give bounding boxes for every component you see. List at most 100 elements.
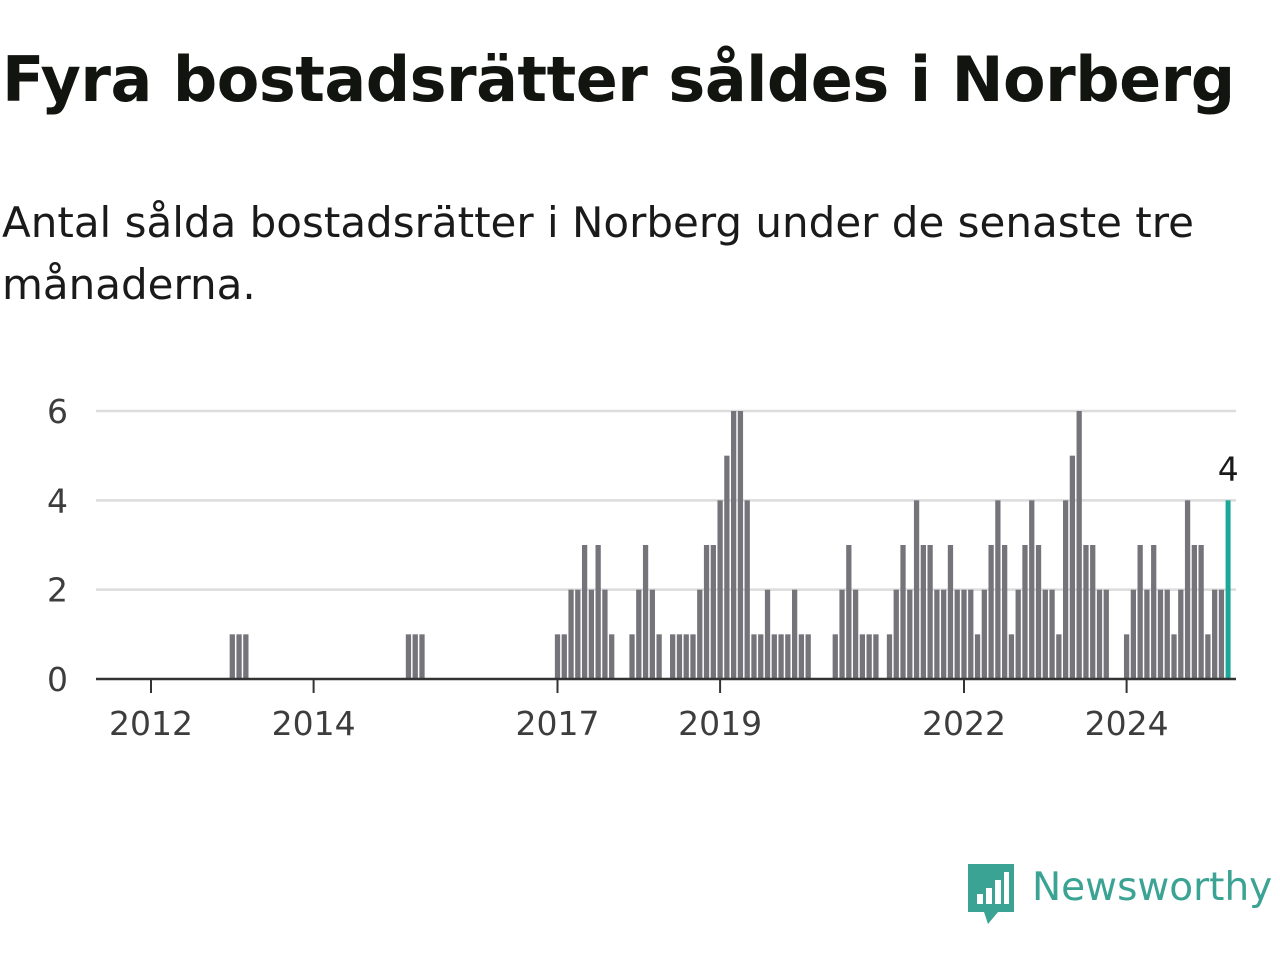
bar xyxy=(602,589,608,679)
bar xyxy=(764,589,771,679)
newsworthy-logo-icon xyxy=(968,864,1014,924)
bar xyxy=(1144,589,1150,679)
bar xyxy=(243,634,249,679)
bar xyxy=(751,634,757,679)
bar xyxy=(954,589,960,679)
bar xyxy=(1069,455,1076,679)
x-tick-label: 2024 xyxy=(1085,704,1169,743)
bar xyxy=(405,634,412,679)
bar xyxy=(961,589,967,679)
bar xyxy=(554,634,561,679)
last-value-label: 4 xyxy=(1218,449,1239,488)
bar xyxy=(981,589,987,679)
bar xyxy=(873,634,879,679)
x-tick-label: 2012 xyxy=(109,704,193,743)
bar xyxy=(805,634,811,679)
bar xyxy=(737,411,744,679)
bars xyxy=(229,411,1231,679)
bar xyxy=(1035,545,1042,679)
x-tick-label: 2014 xyxy=(272,704,356,743)
bar xyxy=(1008,634,1015,679)
bar xyxy=(1096,589,1103,679)
bar xyxy=(642,545,649,679)
bar xyxy=(1056,634,1062,679)
bar xyxy=(1151,545,1157,679)
bar xyxy=(778,634,784,679)
bar xyxy=(1205,634,1211,679)
bar xyxy=(1157,589,1164,679)
chart-title: Fyra bostadsrätter såldes i Norberg xyxy=(2,43,1235,116)
bar xyxy=(927,545,933,679)
bar xyxy=(609,634,615,679)
bar xyxy=(1137,545,1143,679)
bar xyxy=(561,634,567,679)
brand-name: Newsworthy xyxy=(1032,865,1273,910)
bar xyxy=(744,500,750,679)
bar xyxy=(676,634,683,679)
bar xyxy=(995,500,1001,679)
bar xyxy=(581,545,588,679)
bar-chart: 2012 2014 2017 2019 2022 2024 0 2 4 6 4 xyxy=(47,392,1239,743)
bar xyxy=(947,545,954,679)
bar xyxy=(690,634,696,679)
bar xyxy=(771,634,777,679)
bar xyxy=(419,634,425,679)
bar xyxy=(1164,589,1170,679)
bar xyxy=(1191,545,1197,679)
bar xyxy=(846,545,852,679)
bar xyxy=(900,545,906,679)
chart-subtitle: Antal sålda bostadsrätter i Norberg unde… xyxy=(2,198,1194,309)
x-axis: 2012 2014 2017 2019 2022 2024 xyxy=(109,679,1169,743)
bar xyxy=(1090,545,1096,679)
bar xyxy=(649,589,655,679)
bar xyxy=(758,634,764,679)
bar xyxy=(1083,545,1089,679)
bar xyxy=(595,545,601,679)
bar xyxy=(412,634,418,679)
highlight-bar xyxy=(1225,500,1231,679)
bar xyxy=(785,634,791,679)
bar xyxy=(575,589,581,679)
bar xyxy=(710,545,716,679)
bar xyxy=(1049,589,1055,679)
bar xyxy=(913,500,920,679)
bar xyxy=(798,634,805,679)
bar xyxy=(697,589,703,679)
bar xyxy=(852,589,859,679)
y-tick-label: 2 xyxy=(47,571,68,610)
bar xyxy=(866,634,872,679)
bar xyxy=(1184,500,1191,679)
bar xyxy=(724,455,730,679)
brand-logo: Newsworthy xyxy=(964,862,1274,928)
bar xyxy=(893,589,899,679)
bar xyxy=(1123,634,1130,679)
bar xyxy=(886,634,893,679)
bar xyxy=(1022,545,1028,679)
bar xyxy=(941,589,947,679)
bar xyxy=(1002,545,1008,679)
x-tick-label: 2017 xyxy=(516,704,600,743)
bar xyxy=(731,411,737,679)
y-tick-label: 6 xyxy=(47,392,68,431)
bar xyxy=(920,545,926,679)
bar xyxy=(859,634,866,679)
bar xyxy=(934,589,940,679)
bar xyxy=(1076,411,1082,679)
bar xyxy=(1218,589,1225,679)
bar xyxy=(656,634,662,679)
bar xyxy=(629,634,635,679)
bar xyxy=(1042,589,1048,679)
bar xyxy=(229,634,235,679)
bar xyxy=(988,545,994,679)
bar xyxy=(968,589,974,679)
bar xyxy=(1212,589,1218,679)
y-tick-label: 0 xyxy=(47,660,68,699)
bar xyxy=(1103,589,1109,679)
bar xyxy=(1198,545,1204,679)
x-tick-label: 2019 xyxy=(678,704,762,743)
bar xyxy=(568,589,574,679)
bar xyxy=(1015,589,1021,679)
bar xyxy=(236,634,242,679)
bar xyxy=(1171,634,1177,679)
bar xyxy=(791,589,798,679)
